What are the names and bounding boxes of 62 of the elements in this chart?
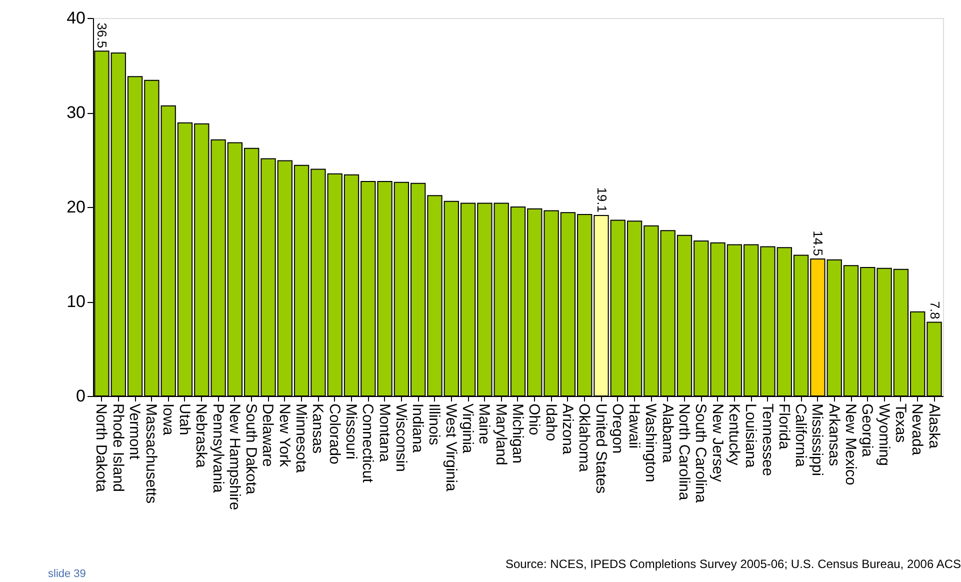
x-tick-label: Virginia — [459, 404, 476, 454]
y-tick-label: 30 — [66, 103, 86, 122]
x-tick-label: Mississippi — [808, 404, 826, 476]
x-tick-label: Texas — [892, 404, 909, 443]
x-tick-label: Georgia — [858, 404, 876, 458]
x-tick-label: New Hampshire — [226, 404, 243, 510]
x-tick-label: Colorado — [326, 404, 343, 464]
x-tick-label: Massachusetts — [142, 404, 160, 504]
x-tick-label: Florida — [775, 404, 792, 450]
x-tick-label: Montana — [376, 404, 393, 463]
source-note: Source: NCES, IPEDS Completions Survey 2005-06; U.S. Census Bureau, 2006 ACS — [505, 557, 961, 571]
x-tick-label: Minnesota — [292, 404, 310, 474]
x-tick-label: Washington — [642, 404, 660, 482]
x-tick-label: Vermont — [126, 404, 144, 460]
x-tick-label: Pennsylvania — [209, 404, 226, 494]
y-tick-label: 0 — [76, 386, 86, 406]
x-tick-label: Maine — [476, 404, 493, 444]
x-tick-label: New Mexico — [842, 404, 860, 486]
x-tick-label: Hawaii — [626, 404, 643, 449]
x-tick-label: Louisiana — [742, 404, 760, 468]
x-tick-label: Iowa — [159, 404, 176, 436]
x-tick-label: South Carolina — [692, 404, 710, 504]
x-tick-label: Oregon — [608, 404, 626, 454]
x-tick-label: Kentucky — [725, 404, 742, 466]
y-tick-label: 20 — [66, 198, 86, 216]
x-tick-label: Alabama — [658, 404, 676, 464]
x-tick-label: Missouri — [342, 404, 360, 460]
x-tick-label: Rhode Island — [109, 404, 126, 492]
x-tick-label: Illinois — [426, 404, 443, 446]
x-tick-label: Connecticut — [359, 404, 376, 484]
x-tick-label: Maryland — [492, 404, 510, 466]
data-label: 19.1 — [594, 187, 610, 213]
x-tick-label: Oklahoma — [576, 404, 593, 473]
x-tick-label: Kansas — [309, 404, 326, 454]
x-tick-label: Alaska — [925, 404, 942, 450]
x-tick-label: California — [792, 404, 810, 468]
data-label: 36.5 — [94, 22, 110, 48]
y-tick-label: 40 — [66, 8, 86, 28]
x-tick-label: Tennessee — [758, 404, 776, 476]
data-label: 7.8 — [927, 301, 942, 320]
x-tick-label: Arkansas — [825, 404, 842, 466]
x-tick-label: Wisconsin — [392, 404, 410, 472]
x-tick-label: Nebraska — [192, 404, 210, 468]
x-tick-label: South Dakota — [242, 404, 260, 496]
x-tick-label: Arizona — [558, 404, 576, 456]
text: slide 39 — [48, 568, 86, 580]
x-tick-label: New York — [276, 404, 293, 468]
x-tick-label: West Virginia — [442, 404, 460, 492]
x-tick-label: United States — [592, 404, 610, 494]
x-tick-label: Indiana — [409, 404, 426, 454]
x-tick-label: Michigan — [509, 404, 526, 464]
x-tick-label: Delaware — [259, 404, 276, 467]
x-tick-label: Wyoming — [875, 404, 892, 466]
x-tick-label: Nevada — [908, 404, 926, 456]
x-tick-label: New Jersey — [708, 404, 726, 482]
x-tick-label: Utah — [176, 404, 193, 436]
data-label: 14.5 — [810, 230, 826, 256]
x-tick-label: North Dakota — [92, 404, 110, 493]
x-tick-label: Idaho — [542, 404, 560, 442]
x-tick-label: Ohio — [526, 404, 543, 436]
x-tick-label: North Carolina — [676, 404, 693, 501]
y-tick-label: 10 — [66, 292, 86, 311]
